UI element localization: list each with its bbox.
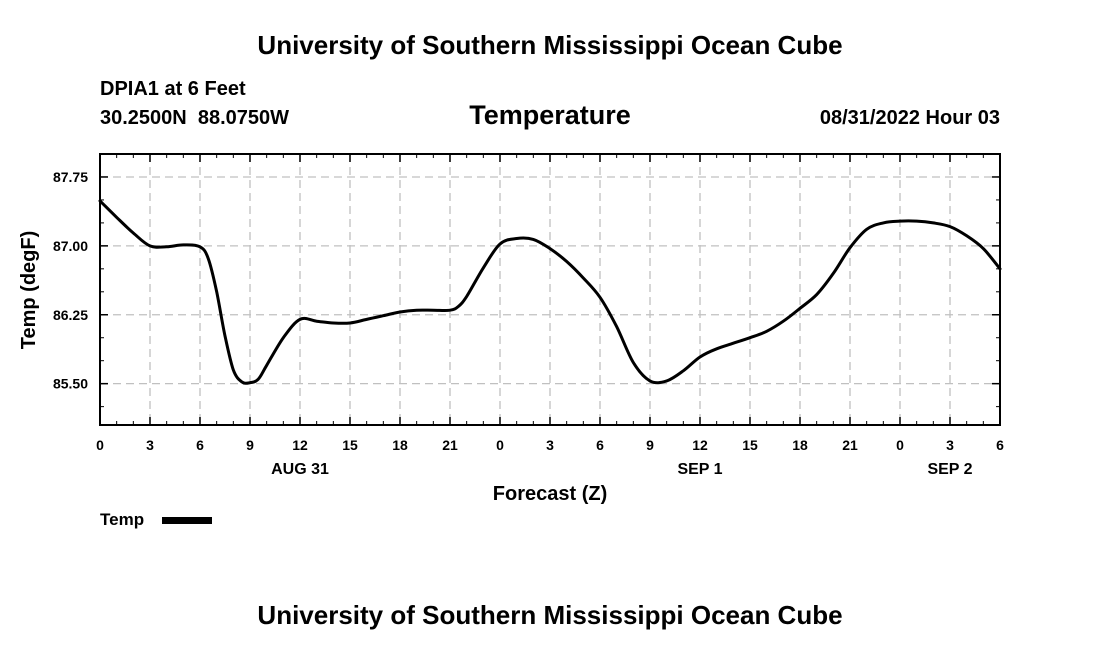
- x-tick-label: 9: [246, 437, 254, 453]
- x-tick-label: 15: [742, 437, 758, 453]
- x-tick-label: 12: [292, 437, 308, 453]
- station-name: DPIA1 at 6 Feet: [100, 78, 246, 100]
- org-title-top: University of Southern Mississippi Ocean…: [257, 30, 842, 60]
- panel-title: Temperature: [469, 100, 631, 130]
- date-label: SEP 1: [677, 461, 722, 478]
- x-tick-label: 18: [392, 437, 408, 453]
- tick-labels: 0 3 6 9 12 15 18 21 0 3 6 9 12 15 18 21 0 3 6 85.50 86.25 87.…: [53, 169, 1004, 478]
- plot-frame: [99, 153, 1001, 426]
- legend-label-temp: Temp: [100, 510, 144, 529]
- legend-swatch-temp: [162, 517, 212, 524]
- station-location: 30.2500N 88.0750W: [100, 107, 289, 129]
- x-axis-label: Forecast (Z): [493, 483, 607, 505]
- x-tick-label: 0: [96, 437, 104, 453]
- y-tick-label: 85.50: [53, 376, 88, 392]
- x-tick-label: 6: [996, 437, 1004, 453]
- temp-series-line: [98, 199, 1002, 385]
- x-tick-label: 6: [196, 437, 204, 453]
- x-tick-label: 18: [792, 437, 808, 453]
- date-label: SEP 2: [927, 461, 972, 478]
- y-axis-label: Temp (degF): [18, 231, 40, 350]
- x-tick-label: 3: [946, 437, 954, 453]
- x-tick-label: 21: [442, 437, 458, 453]
- y-tick-label: 87.00: [53, 238, 88, 254]
- x-tick-label: 0: [896, 437, 904, 453]
- x-tick-label: 21: [842, 437, 858, 453]
- grid: [100, 154, 1000, 425]
- x-tick-label: 6: [596, 437, 604, 453]
- x-tick-label: 12: [692, 437, 708, 453]
- x-tick-label: 3: [546, 437, 554, 453]
- org-title-bottom: University of Southern Mississippi Ocean…: [257, 600, 842, 630]
- x-tick-label: 3: [146, 437, 154, 453]
- legend: Temp: [100, 510, 212, 529]
- x-tick-label: 0: [496, 437, 504, 453]
- y-tick-label: 87.75: [53, 169, 88, 185]
- x-tick-label: 9: [646, 437, 654, 453]
- y-tick-label: 86.25: [53, 307, 88, 323]
- x-tick-label: 15: [342, 437, 358, 453]
- date-label: AUG 31: [271, 461, 329, 478]
- run-time: 08/31/2022 Hour 03: [820, 107, 1000, 129]
